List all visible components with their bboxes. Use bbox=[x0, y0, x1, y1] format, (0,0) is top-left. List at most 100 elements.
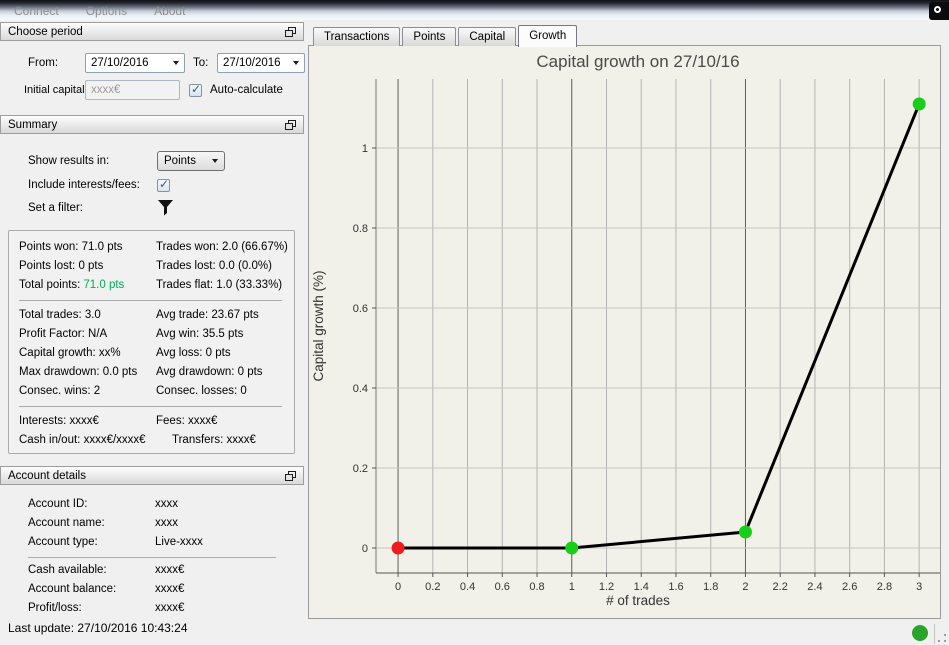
svg-text:2.8: 2.8 bbox=[877, 581, 892, 593]
account-details-title: Account details bbox=[8, 469, 86, 482]
show-results-row: Show results in: Points bbox=[28, 151, 225, 171]
set-filter-label: Set a filter: bbox=[28, 202, 83, 214]
menu-options[interactable]: Options bbox=[85, 4, 128, 18]
svg-text:1.6: 1.6 bbox=[668, 581, 683, 593]
menu-connect[interactable]: Connect bbox=[14, 4, 59, 18]
menu-about[interactable]: About bbox=[154, 4, 186, 18]
svg-text:1: 1 bbox=[362, 143, 368, 155]
choose-period-header: Choose period bbox=[0, 22, 304, 41]
svg-text:2.6: 2.6 bbox=[842, 581, 857, 593]
summary-stats-box: Points won: 71.0 pts Trades won: 2.0 (66… bbox=[8, 230, 295, 454]
show-results-dropdown[interactable]: Points bbox=[157, 151, 225, 171]
stat-row: Consec. wins: 2 Consec. losses: 0 bbox=[19, 385, 247, 397]
period-row: From: 27/10/2016 To: 27/10/2016 bbox=[28, 53, 305, 73]
account-row: Account name: xxxx bbox=[28, 517, 178, 529]
from-date-combobox[interactable]: 27/10/2016 bbox=[85, 53, 185, 73]
svg-text:2.2: 2.2 bbox=[773, 581, 788, 593]
show-results-value: Points bbox=[164, 155, 196, 167]
to-date-combobox[interactable]: 27/10/2016 bbox=[217, 53, 305, 73]
resize-grip-icon[interactable] bbox=[937, 633, 946, 642]
initial-capital-input[interactable] bbox=[85, 80, 180, 100]
menu-bar: Connect Options About bbox=[0, 0, 949, 20]
from-date-value: 27/10/2016 bbox=[91, 57, 149, 69]
svg-text:Capital growth on 27/10/16: Capital growth on 27/10/16 bbox=[536, 52, 739, 71]
svg-text:0.2: 0.2 bbox=[425, 581, 440, 593]
stat-row: Cash in/out: xxxx€/xxxx€ Transfers: xxxx… bbox=[19, 434, 256, 446]
include-fees-row: Include interests/fees: ✓ bbox=[28, 177, 170, 193]
tab-points[interactable]: Points bbox=[402, 27, 457, 46]
from-label: From: bbox=[28, 57, 59, 69]
tab-capital[interactable]: Capital bbox=[458, 27, 517, 46]
growth-chart-svg: 0 0.2 0.4 0.6 0.8 1 1.2 1.4 1.6 1.8 2 2.2 2.4 2.6 2.8 3… bbox=[311, 52, 940, 608]
chevron-down-icon bbox=[293, 61, 299, 65]
svg-text:0: 0 bbox=[395, 581, 401, 593]
check-icon: ✓ bbox=[191, 81, 202, 96]
float-panel-icon[interactable] bbox=[285, 26, 296, 37]
svg-text:0.2: 0.2 bbox=[353, 463, 368, 475]
svg-text:Capital growth (%): Capital growth (%) bbox=[311, 270, 326, 381]
include-fees-label: Include interests/fees: bbox=[28, 179, 140, 191]
account-row: Account type: Live-xxxx bbox=[28, 536, 203, 548]
stat-row: Points lost: 0 pts Trades lost: 0.0 (0.0… bbox=[19, 260, 272, 272]
status-indicator bbox=[912, 625, 928, 641]
chart-panel: 0 0.2 0.4 0.6 0.8 1 1.2 1.4 1.6 1.8 2 2.2 2.4 2.6 2.8 3… bbox=[308, 45, 941, 619]
auto-calculate-checkbox[interactable]: ✓ bbox=[189, 81, 202, 97]
svg-text:0.8: 0.8 bbox=[529, 581, 544, 593]
show-results-label: Show results in: bbox=[28, 155, 110, 167]
filter-funnel-icon[interactable] bbox=[157, 199, 174, 217]
to-label: To: bbox=[193, 57, 209, 69]
tab-growth[interactable]: Growth bbox=[518, 25, 578, 47]
tab-transactions[interactable]: Transactions bbox=[313, 27, 401, 46]
check-icon: ✓ bbox=[159, 176, 170, 191]
choose-period-title: Choose period bbox=[8, 25, 83, 38]
initial-capital-row: Initial capital: ✓ Auto-calculate bbox=[24, 80, 283, 100]
divider bbox=[28, 556, 276, 558]
svg-text:0.4: 0.4 bbox=[460, 581, 475, 593]
camera-icon[interactable] bbox=[929, 2, 949, 20]
initial-capital-label: Initial capital: bbox=[24, 84, 88, 96]
total-points-value: 71.0 pts bbox=[83, 279, 125, 291]
divider bbox=[934, 624, 935, 644]
include-fees-checkbox[interactable]: ✓ bbox=[157, 176, 170, 192]
svg-text:0: 0 bbox=[362, 543, 368, 555]
stat-row: Interests: xxxx€ Fees: xxxx€ bbox=[19, 415, 218, 427]
account-row: Account ID: xxxx bbox=[28, 498, 178, 510]
left-panel: Choose period From: 27/10/2016 To: 27/10… bbox=[0, 20, 306, 645]
summary-title: Summary bbox=[8, 118, 58, 131]
summary-header: Summary bbox=[0, 115, 304, 134]
svg-text:1: 1 bbox=[569, 581, 575, 593]
stat-row-total-points: Total points: 71.0 pts Trades flat: 1.0 (… bbox=[19, 279, 283, 291]
svg-text:3: 3 bbox=[916, 581, 922, 593]
account-details-header: Account details bbox=[0, 466, 304, 485]
stat-row: Max drawdown: 0.0 pts Avg drawdown: 0 pt… bbox=[19, 366, 263, 378]
set-filter-row: Set a filter: bbox=[28, 198, 174, 218]
chevron-down-icon bbox=[173, 61, 179, 65]
last-update-text: Last update: 27/10/2016 10:43:24 bbox=[8, 621, 188, 635]
tab-strip: Transactions Points Capital Growth bbox=[313, 24, 579, 47]
svg-text:0.6: 0.6 bbox=[495, 581, 510, 593]
auto-calculate-label: Auto-calculate bbox=[210, 84, 283, 96]
stat-row: Total trades: 3.0 Avg trade: 23.67 pts bbox=[19, 309, 259, 321]
account-row: Account balance: xxxx€ bbox=[28, 583, 185, 595]
svg-text:2: 2 bbox=[742, 581, 748, 593]
svg-text:2.4: 2.4 bbox=[807, 581, 822, 593]
stat-row: Points won: 71.0 pts Trades won: 2.0 (66… bbox=[19, 241, 288, 253]
to-date-value: 27/10/2016 bbox=[223, 57, 281, 69]
stat-row: Profit Factor: N/A Avg win: 35.5 pts bbox=[19, 328, 244, 340]
svg-text:1.4: 1.4 bbox=[634, 581, 649, 593]
divider bbox=[19, 300, 282, 301]
divider bbox=[19, 406, 282, 407]
svg-text:1.2: 1.2 bbox=[599, 581, 614, 593]
stat-row: Capital growth: xx% Avg loss: 0 pts bbox=[19, 347, 231, 359]
svg-text:# of trades: # of trades bbox=[606, 593, 670, 608]
float-panel-icon[interactable] bbox=[285, 470, 296, 481]
account-row: Cash available: xxxx€ bbox=[28, 564, 185, 576]
svg-text:0.8: 0.8 bbox=[353, 223, 368, 235]
svg-text:0.4: 0.4 bbox=[353, 383, 368, 395]
camera-lens-icon bbox=[934, 5, 941, 13]
float-panel-icon[interactable] bbox=[285, 119, 296, 130]
svg-text:0.6: 0.6 bbox=[353, 303, 368, 315]
account-row: Profit/loss: xxxx€ bbox=[28, 602, 185, 614]
right-panel: Transactions Points Capital Growth 0 0.2 0… bbox=[308, 20, 949, 645]
